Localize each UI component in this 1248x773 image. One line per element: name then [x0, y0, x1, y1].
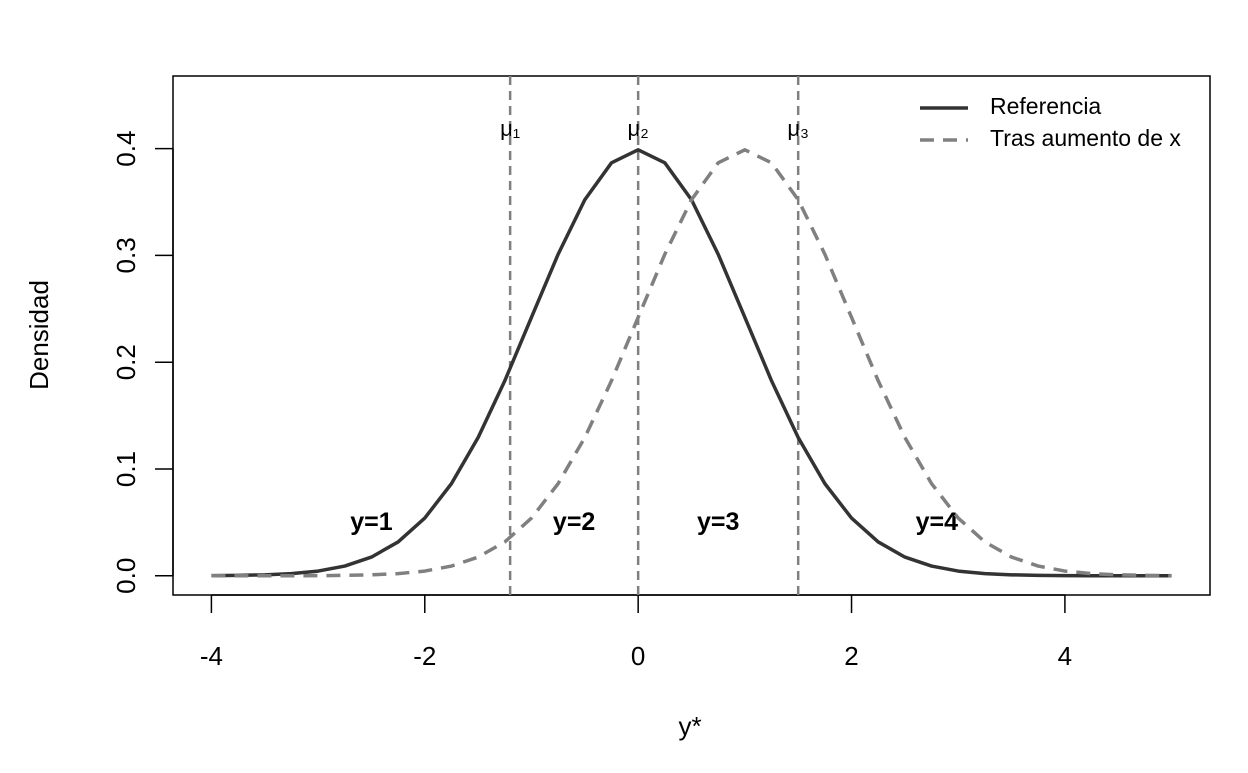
legend-label: Tras aumento de x — [990, 125, 1181, 151]
region-label: y=4 — [916, 508, 959, 536]
threshold-label: μ₁ — [500, 116, 520, 141]
y-tick-label: 0.1 — [111, 451, 141, 487]
y-tick-label: 0.2 — [111, 344, 141, 380]
y-tick-label: 0.0 — [111, 558, 141, 594]
y-tick-label: 0.4 — [111, 131, 141, 167]
y-tick-label: 0.3 — [111, 237, 141, 273]
x-tick-label: 2 — [844, 641, 858, 671]
legend-label: Referencia — [990, 93, 1101, 119]
region-label: y=3 — [697, 508, 739, 536]
region-label: y=2 — [553, 508, 595, 536]
region-label: y=1 — [350, 508, 393, 536]
x-tick-label: 4 — [1058, 641, 1072, 671]
threshold-label: μ₃ — [787, 116, 809, 141]
x-tick-label: -4 — [200, 641, 223, 671]
x-tick-label: -2 — [413, 641, 436, 671]
y-axis-label: Densidad — [24, 280, 54, 390]
threshold-label: μ₂ — [628, 116, 649, 141]
series-line — [211, 148, 1172, 578]
x-axis-label: y* — [678, 711, 701, 741]
x-tick-label: 0 — [631, 641, 645, 671]
plot-box — [172, 75, 1211, 596]
